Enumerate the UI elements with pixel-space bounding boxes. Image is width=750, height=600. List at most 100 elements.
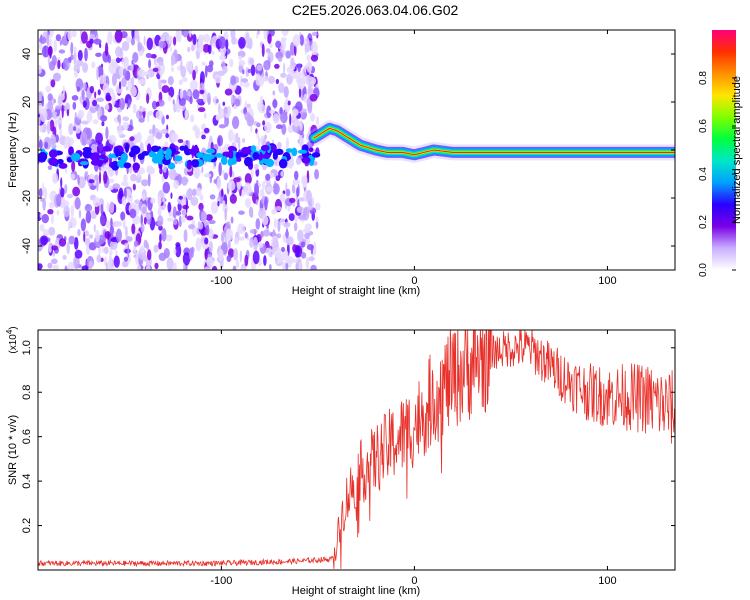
heatmap-cell [179,145,186,151]
heatmap-cell [158,241,162,250]
heatmap-cell [127,196,131,203]
heatmap-cell [237,136,241,150]
heatmap-cell [157,194,161,208]
heatmap-cell [300,252,307,259]
heatmap-cell [238,236,245,241]
heatmap-cell [241,78,249,83]
heatmap-cell [45,85,52,93]
heatmap-y-tick-label: 0 [21,147,33,153]
heatmap-cell [121,260,127,268]
heatmap-cell [216,196,221,203]
heatmap-cell [187,46,191,53]
heatmap-cell [55,134,60,143]
heatmap-cell [292,34,301,47]
heatmap-cell [230,94,234,106]
heatmap-cell [265,158,275,168]
heatmap-cell [262,75,269,82]
heatmap-cell [180,216,186,223]
heatmap-cell [231,116,240,130]
heatmap-cell [256,131,259,139]
heatmap-cell [241,189,245,197]
heatmap-cell [72,126,77,131]
heatmap-cell [152,67,159,72]
heatmap-cell [208,219,216,225]
heatmap-cell [172,219,178,225]
heatmap-cell [175,210,182,216]
heatmap-cell [138,50,144,57]
heatmap-cell [105,92,111,102]
heatmap-cell [286,97,289,104]
heatmap-cell [233,248,238,261]
heatmap-cell [145,213,151,220]
heatmap-cell [243,182,252,196]
heatmap-cell [239,75,243,88]
heatmap-cell [150,145,160,152]
heatmap-cell [218,124,227,129]
heatmap-cell [70,173,76,180]
heatmap-cell [233,177,241,183]
colorbar-tick-label: 0.6 [698,119,709,133]
heatmap-cell [285,50,291,59]
snr-x-axis-label: Height of straight line (km) [292,585,420,597]
heatmap-cell [159,40,167,49]
heatmap-cell [129,136,135,142]
heatmap-cell [100,204,104,216]
heatmap-cell [310,264,317,270]
heatmap-cell [238,59,246,67]
heatmap-cell [71,30,77,38]
heatmap-cell [93,223,96,233]
heatmap-cell [146,249,152,261]
heatmap-cell [271,248,275,256]
heatmap-cell [158,225,163,231]
svg-text:(x104): (x104) [5,326,19,353]
heatmap-cell [189,61,193,72]
heatmap-cell [272,99,278,109]
heatmap-cell [114,147,120,158]
heatmap-cell [55,105,62,110]
heatmap-cell [118,221,122,227]
heatmap-cell [52,72,61,82]
heatmap-cell [159,205,166,210]
heatmap-cell [82,62,89,74]
heatmap-cell [273,218,277,229]
heatmap-cell [235,259,240,269]
heatmap-cell [51,55,57,66]
heatmap-cell [183,229,188,243]
heatmap-cell [47,55,50,65]
heatmap-cell [243,156,253,167]
heatmap-cell [38,42,43,51]
heatmap-cell [67,261,75,270]
heatmap-cell [123,162,132,169]
heatmap-cell [179,88,184,100]
snr-frame [37,329,676,571]
heatmap-cell [280,72,287,78]
heatmap-cell [269,43,273,48]
heatmap-cell [165,148,172,158]
heatmap-cell [120,181,129,187]
heatmap-cell [296,186,299,198]
heatmap-cell [73,255,80,270]
heatmap-cell [258,104,266,114]
heatmap-cell [229,165,233,178]
heatmap-cell [233,133,236,147]
heatmap-cell [199,194,204,201]
heatmap-cell [235,151,241,159]
heatmap-cell [133,240,139,247]
heatmap-cell [137,42,143,51]
heatmap-cell [50,258,58,265]
heatmap-cell [167,76,174,86]
heatmap-cell [108,178,115,184]
heatmap-cell [257,135,260,149]
heatmap-cell [167,162,176,170]
heatmap-cell [242,138,246,143]
heatmap-cell [204,237,209,245]
heatmap-cell [165,114,169,120]
heatmap-cell [103,171,108,184]
heatmap-cell [158,61,164,66]
heatmap-cell [299,34,305,46]
heatmap-cell [194,146,200,154]
heatmap-cell [67,30,73,41]
colorbar-tick-label: 0.0 [698,263,709,277]
heatmap-cell [52,172,59,184]
heatmap-cell [249,57,255,65]
